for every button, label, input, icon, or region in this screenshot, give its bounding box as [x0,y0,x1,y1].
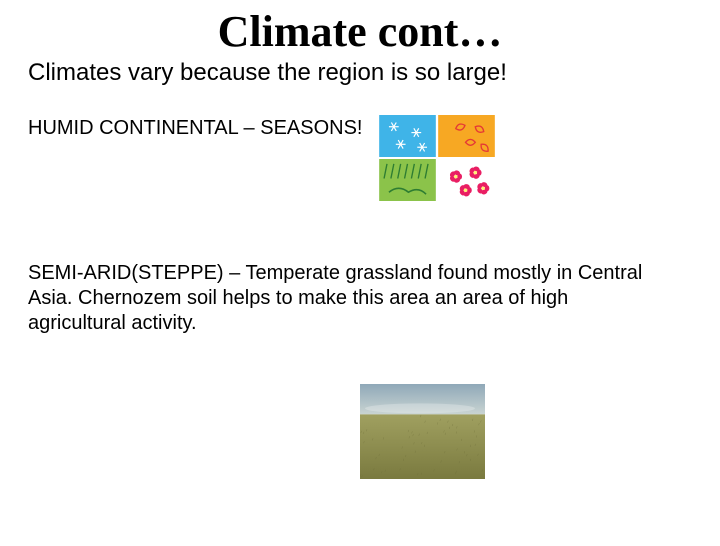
humid-continental-text: HUMID CONTINENTAL – SEASONS! [28,115,363,140]
season-spring-icon [379,159,436,201]
semi-arid-text: SEMI-ARID(STEPPE) – Temperate grassland … [0,261,680,336]
section-humid-continental: HUMID CONTINENTAL – SEASONS! [0,115,720,201]
season-autumn-icon [438,115,495,157]
seasons-icon [379,115,495,201]
slide-title: Climate cont… [0,6,720,57]
grassland-image [360,384,485,479]
season-winter-icon [379,115,436,157]
slide-subtitle: Climates vary because the region is so l… [0,59,720,87]
season-summer-icon [438,159,495,201]
